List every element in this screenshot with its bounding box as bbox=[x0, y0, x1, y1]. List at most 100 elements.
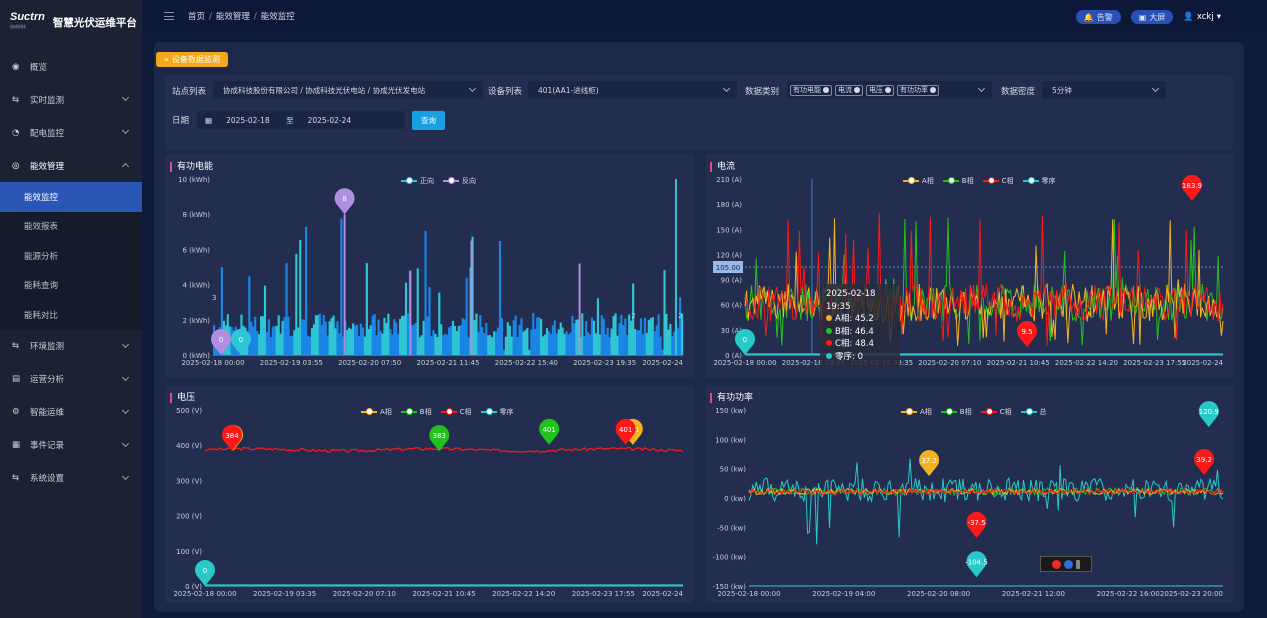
bar[interactable] bbox=[404, 282, 408, 355]
bar[interactable] bbox=[305, 226, 308, 355]
bar[interactable] bbox=[461, 318, 464, 355]
bar[interactable] bbox=[348, 327, 351, 355]
bar[interactable] bbox=[346, 329, 349, 355]
legend-item[interactable]: 正向 bbox=[401, 176, 434, 186]
bar[interactable] bbox=[489, 335, 492, 355]
bar[interactable] bbox=[391, 334, 394, 355]
bar[interactable] bbox=[371, 315, 374, 355]
bar[interactable] bbox=[569, 332, 572, 355]
bar[interactable] bbox=[624, 318, 627, 355]
bar[interactable] bbox=[402, 315, 406, 355]
bar[interactable] bbox=[320, 325, 323, 355]
nav-item[interactable]: ◔ 配电监控 bbox=[0, 116, 142, 149]
bar[interactable] bbox=[540, 318, 543, 355]
query-button[interactable]: 查询 bbox=[412, 111, 445, 130]
bar[interactable] bbox=[641, 334, 645, 355]
bar[interactable] bbox=[295, 253, 298, 355]
bar[interactable] bbox=[630, 320, 633, 355]
bar[interactable] bbox=[538, 317, 541, 355]
bar[interactable] bbox=[487, 335, 490, 355]
max-marker[interactable]: 120.9 bbox=[1199, 401, 1219, 428]
date-range-picker[interactable]: ▦ 2025-02-18 至 2025-02-24 bbox=[197, 111, 405, 129]
max-marker[interactable]: 401 bbox=[615, 418, 636, 445]
min-marker[interactable]: 0 bbox=[231, 329, 251, 355]
bar[interactable] bbox=[279, 333, 282, 355]
bar[interactable] bbox=[330, 318, 333, 355]
bar[interactable] bbox=[352, 323, 355, 355]
bar[interactable] bbox=[457, 326, 460, 355]
bar[interactable] bbox=[500, 317, 504, 355]
bar[interactable] bbox=[354, 325, 357, 355]
bar[interactable] bbox=[377, 319, 380, 355]
bar[interactable] bbox=[673, 331, 676, 355]
series-line[interactable] bbox=[204, 446, 684, 453]
bar[interactable] bbox=[543, 334, 547, 355]
grip-icon[interactable] bbox=[1076, 559, 1080, 569]
bar[interactable] bbox=[375, 335, 378, 355]
bar[interactable] bbox=[399, 318, 402, 355]
bar[interactable] bbox=[436, 337, 439, 355]
bar[interactable] bbox=[561, 327, 564, 355]
bar[interactable] bbox=[434, 333, 437, 355]
bar[interactable] bbox=[393, 319, 396, 355]
close-icon[interactable] bbox=[885, 87, 891, 93]
bar[interactable] bbox=[594, 333, 598, 355]
max-marker[interactable]: 37.2 bbox=[919, 450, 940, 477]
close-icon[interactable] bbox=[930, 87, 936, 93]
bar[interactable] bbox=[522, 331, 525, 355]
bar[interactable] bbox=[267, 319, 270, 355]
bar[interactable] bbox=[596, 298, 599, 355]
bar[interactable] bbox=[563, 333, 566, 355]
bar[interactable] bbox=[297, 327, 300, 355]
bar[interactable] bbox=[557, 329, 560, 355]
bar[interactable] bbox=[367, 328, 370, 355]
bar[interactable] bbox=[440, 324, 443, 355]
bar[interactable] bbox=[444, 333, 447, 355]
bar[interactable] bbox=[303, 319, 306, 355]
bar[interactable] bbox=[381, 333, 384, 355]
legend-item[interactable]: A相 bbox=[901, 407, 932, 417]
bar[interactable] bbox=[416, 268, 419, 355]
bar[interactable] bbox=[520, 318, 523, 355]
bar[interactable] bbox=[271, 326, 274, 355]
bar[interactable] bbox=[383, 317, 386, 355]
bar[interactable] bbox=[459, 325, 462, 355]
nav-sub-item[interactable]: 能效监控 bbox=[0, 182, 142, 212]
bar[interactable] bbox=[342, 336, 345, 355]
bar[interactable] bbox=[657, 314, 660, 355]
bar[interactable] bbox=[589, 334, 592, 355]
bar[interactable] bbox=[422, 320, 425, 355]
bar[interactable] bbox=[577, 319, 580, 355]
bar[interactable] bbox=[395, 322, 398, 355]
bar[interactable] bbox=[671, 336, 674, 355]
nav-item[interactable]: ⇆ 系统设置 bbox=[0, 462, 142, 495]
bar[interactable] bbox=[598, 334, 601, 355]
bar[interactable] bbox=[581, 313, 584, 355]
bar[interactable] bbox=[679, 297, 682, 355]
legend-item[interactable]: B相 bbox=[940, 407, 972, 417]
bar[interactable] bbox=[477, 331, 480, 355]
series-line[interactable] bbox=[744, 218, 1224, 346]
bar[interactable] bbox=[528, 349, 531, 355]
bar[interactable] bbox=[430, 335, 433, 355]
bar[interactable] bbox=[526, 327, 529, 355]
bar[interactable] bbox=[363, 336, 366, 355]
bar[interactable] bbox=[260, 316, 263, 355]
bar[interactable] bbox=[299, 239, 302, 355]
bar[interactable] bbox=[636, 330, 639, 355]
bar[interactable] bbox=[647, 320, 650, 355]
series-line[interactable] bbox=[748, 458, 1224, 545]
bar[interactable] bbox=[316, 315, 319, 355]
bar[interactable] bbox=[565, 331, 568, 355]
bar[interactable] bbox=[412, 324, 415, 355]
bar[interactable] bbox=[220, 267, 223, 355]
voltage-chart[interactable]: 0 (V) 100 (V) 200 (V) 300 (V) 400 (V) 500 (V)… bbox=[165, 385, 694, 603]
bar[interactable] bbox=[622, 324, 625, 355]
bar[interactable] bbox=[332, 315, 335, 355]
bar[interactable] bbox=[506, 322, 509, 355]
bar[interactable] bbox=[681, 313, 684, 355]
bar[interactable] bbox=[328, 321, 331, 355]
nav-sub-item[interactable]: 能效报表 bbox=[0, 211, 142, 241]
bar[interactable] bbox=[567, 334, 570, 355]
bar[interactable] bbox=[498, 240, 502, 355]
